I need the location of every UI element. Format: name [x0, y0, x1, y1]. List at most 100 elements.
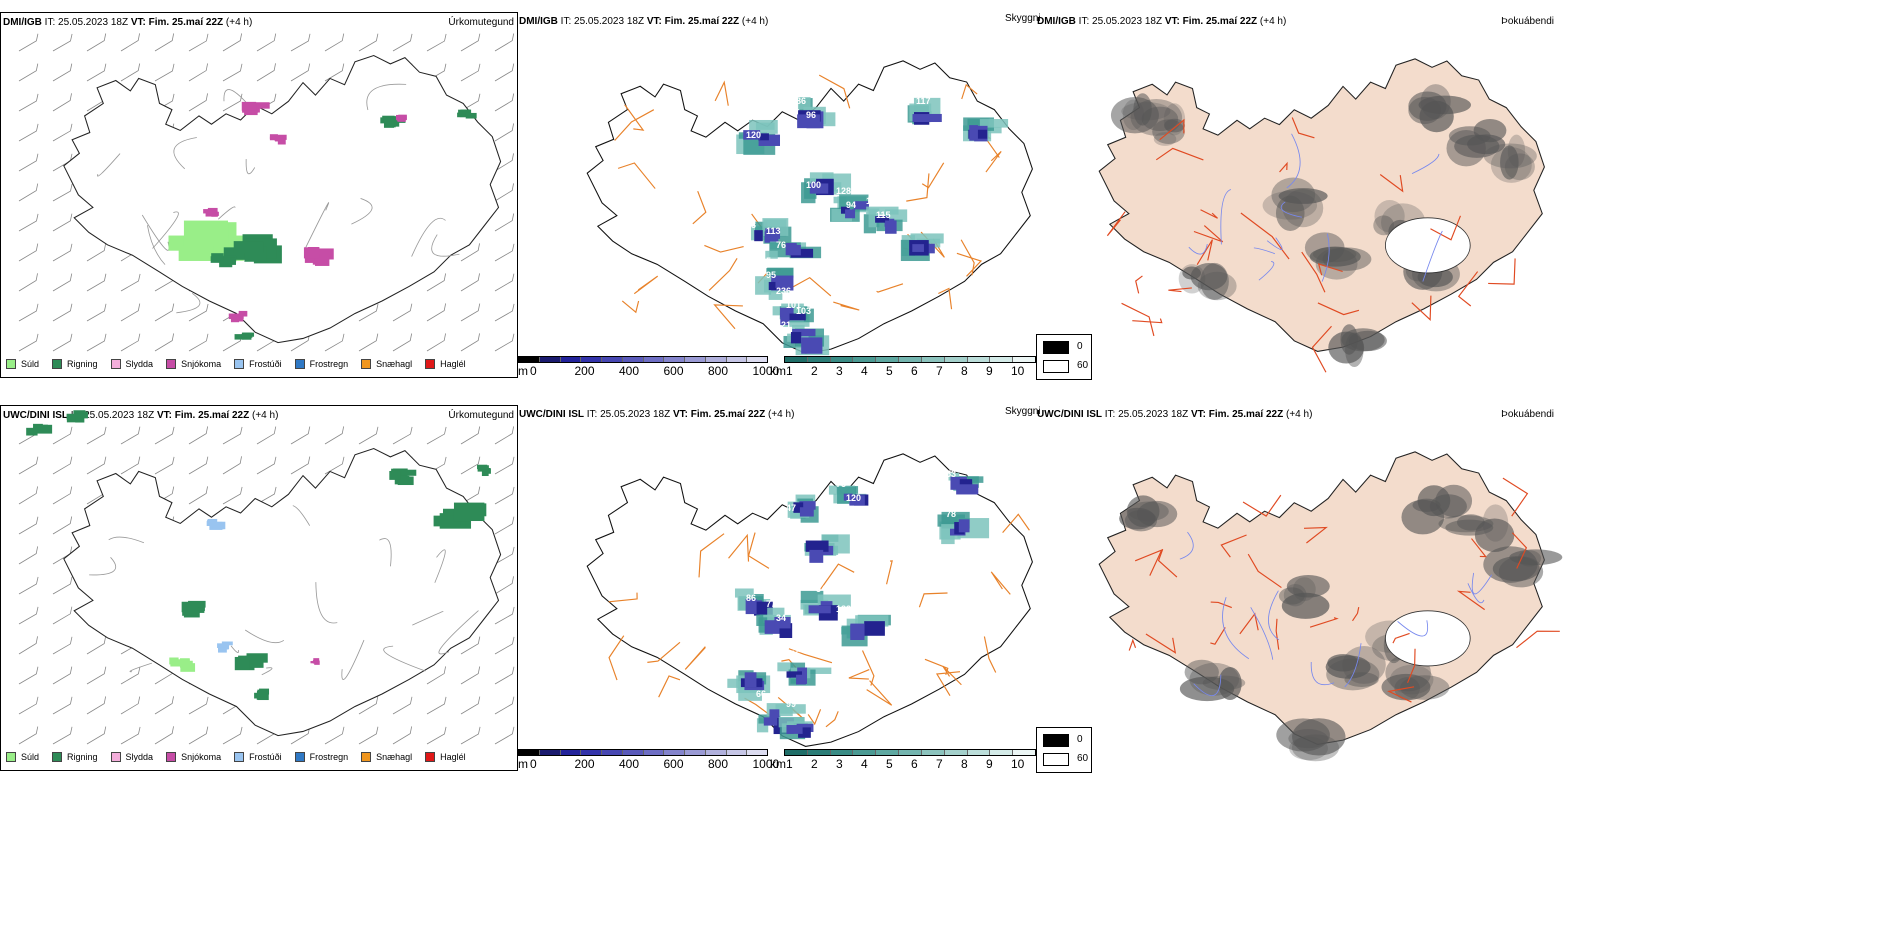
- visibility-value: 117: [926, 483, 941, 493]
- visibility-km-colorbar: [784, 356, 1036, 363]
- iceland-outline: [586, 60, 1033, 356]
- legend-swatch: [361, 359, 372, 369]
- km-tick: 1: [786, 364, 793, 378]
- visibility-value: 94: [846, 200, 856, 210]
- visibility-value: 59: [796, 166, 806, 176]
- visibility-heading: Skyggni: [1005, 406, 1041, 417]
- colorbar-cell: [747, 357, 767, 362]
- fog-heading: Þokuábendi: [1501, 16, 1554, 27]
- legend-item: Rigning: [52, 359, 98, 369]
- legend-swatch: [234, 359, 245, 369]
- fog-map: [1098, 58, 1545, 373]
- legend-label: Frostregn: [309, 752, 349, 762]
- legend-item: Snjókoma: [166, 752, 221, 762]
- colorbar-cell: [853, 750, 877, 755]
- visibility-value: 116: [786, 649, 801, 659]
- colorbar-cell: [705, 750, 727, 755]
- colorbar-cell: [944, 357, 968, 362]
- colorbar-cell: [807, 750, 831, 755]
- fog-legend-dark-swatch: [1043, 341, 1069, 354]
- height-tick: 800: [708, 757, 729, 771]
- fog-indicator-panel: DMI/IGB IT: 25.05.2023 18Z VT: Fim. 25.m…: [1036, 12, 1556, 392]
- precip-type-heading: Úrkomutegund: [448, 410, 514, 421]
- fog-legend-dark-swatch: [1043, 734, 1069, 747]
- colorbar-cell: [990, 750, 1014, 755]
- colorbar-cell: [622, 357, 644, 362]
- colorbar-cell: [1013, 750, 1035, 755]
- precip-panel-title: DMI/IGB IT: 25.05.2023 18Z VT: Fim. 25.m…: [3, 17, 253, 28]
- colorbar-cell: [785, 750, 808, 755]
- height-unit: m: [518, 364, 528, 378]
- colorbar-cell: [581, 750, 602, 755]
- colorbar-cell: [726, 750, 748, 755]
- visibility-value: 100: [806, 180, 821, 190]
- colorbar-cell: [785, 357, 808, 362]
- visibility-km-colorbar: [784, 749, 1036, 756]
- km-tick: 8: [961, 364, 968, 378]
- km-tick: 7: [936, 364, 943, 378]
- height-tick: 800: [708, 364, 729, 378]
- fog-legend-light-swatch: [1043, 360, 1069, 373]
- visibility-value: 72: [776, 489, 786, 499]
- visibility-map: 72 75 53 71 77 54 183 116 70 66 99 78 57 47 120 117 86 34: [586, 453, 1033, 747]
- height-tick: 200: [574, 757, 595, 771]
- fog-indicator-panel: UWC/DINI ISL IT: 25.05.2023 18Z VT: Fim.…: [1036, 405, 1563, 785]
- colorbar-cell: [602, 750, 623, 755]
- legend-label: Rigning: [67, 359, 98, 369]
- visibility-value: 83: [746, 220, 756, 230]
- km-tick: 6: [911, 757, 918, 771]
- legend-item: Snæhagl: [361, 752, 412, 762]
- legend-label: Frostúði: [249, 752, 282, 762]
- colorbar-cell: [643, 750, 665, 755]
- km-tick: 9: [986, 364, 993, 378]
- colorbar-cell: [921, 357, 945, 362]
- legend-label: Snæhagl: [376, 752, 413, 762]
- precip-panel-title: UWC/DINI ISL IT: 25.05.2023 18Z VT: Fim.…: [3, 410, 279, 421]
- colorbar-cell: [519, 750, 540, 755]
- visibility-value: 77: [766, 599, 776, 609]
- legend-label: Snjókoma: [181, 359, 222, 369]
- colorbar-cell: [560, 750, 582, 755]
- km-tick: 7: [936, 757, 943, 771]
- colorbar-cell: [899, 750, 922, 755]
- fog-legend-dark-label: 0: [1077, 734, 1083, 745]
- visibility-value: 115: [876, 210, 891, 220]
- legend-swatch: [294, 752, 305, 762]
- colorbar-cell: [876, 750, 900, 755]
- visibility-value: 112: [866, 196, 881, 206]
- km-tick: 3: [836, 364, 843, 378]
- legend-label: Snæhagl: [376, 359, 413, 369]
- colorbar-cell: [539, 750, 561, 755]
- height-tick: 0: [530, 364, 537, 378]
- height-unit: m: [518, 757, 528, 771]
- visibility-value: 78: [946, 509, 956, 519]
- fog-panel-title: DMI/IGB IT: 25.05.2023 18Z VT: Fim. 25.m…: [1037, 16, 1287, 27]
- visibility-map: 59 128 84 113 112 117 125 236 103 88 86 117 113 100 94…: [586, 60, 1033, 356]
- legend-item: Snjókoma: [166, 359, 221, 369]
- precip-type-map: [18, 410, 515, 745]
- legend-item: Snæhagl: [361, 359, 412, 369]
- km-tick: 1: [786, 757, 793, 771]
- legend-item: Slydda: [110, 359, 153, 369]
- legend-item: Frostúði: [234, 359, 282, 369]
- colorbar-cell: [581, 357, 602, 362]
- colorbar-cell: [705, 357, 727, 362]
- km-tick: 2: [811, 757, 818, 771]
- colorbar-cell: [967, 357, 991, 362]
- visibility-value: 128: [836, 186, 851, 196]
- km-tick: 6: [911, 364, 918, 378]
- visibility-panel-title: UWC/DINI ISL IT: 25.05.2023 18Z VT: Fim.…: [519, 409, 795, 420]
- colorbar-cell: [664, 357, 685, 362]
- colorbar-cell: [990, 357, 1014, 362]
- colorbar-cell: [921, 750, 945, 755]
- colorbar-cell: [560, 357, 582, 362]
- legend-label: Súld: [21, 752, 40, 762]
- legend-item: Frostregn: [294, 752, 349, 762]
- legend-swatch: [425, 752, 436, 762]
- legend-swatch: [361, 752, 372, 762]
- colorbar-cell: [967, 750, 991, 755]
- km-unit: km: [770, 757, 786, 771]
- colorbar-cell: [622, 750, 644, 755]
- legend-label: Rigning: [67, 752, 98, 762]
- height-tick: 600: [663, 757, 684, 771]
